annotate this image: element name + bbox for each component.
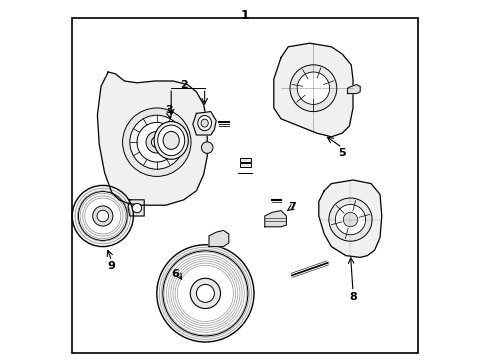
Circle shape bbox=[201, 142, 213, 153]
Circle shape bbox=[72, 185, 133, 247]
Polygon shape bbox=[128, 200, 144, 216]
Circle shape bbox=[137, 122, 176, 162]
Circle shape bbox=[122, 108, 191, 176]
Ellipse shape bbox=[154, 122, 188, 159]
Text: 7: 7 bbox=[288, 202, 295, 212]
Text: 9: 9 bbox=[108, 261, 116, 271]
Ellipse shape bbox=[158, 125, 185, 156]
Circle shape bbox=[290, 65, 337, 112]
FancyBboxPatch shape bbox=[72, 18, 418, 353]
Polygon shape bbox=[209, 230, 229, 247]
Circle shape bbox=[335, 204, 366, 235]
FancyBboxPatch shape bbox=[240, 158, 251, 162]
Text: 8: 8 bbox=[349, 292, 357, 302]
Circle shape bbox=[157, 245, 254, 342]
Text: 1: 1 bbox=[241, 9, 249, 22]
Circle shape bbox=[163, 251, 248, 336]
Circle shape bbox=[343, 212, 358, 227]
Polygon shape bbox=[265, 211, 286, 227]
Polygon shape bbox=[319, 180, 382, 257]
Circle shape bbox=[196, 284, 215, 302]
Circle shape bbox=[190, 278, 220, 309]
Text: 3: 3 bbox=[166, 105, 173, 115]
Ellipse shape bbox=[163, 131, 179, 149]
Circle shape bbox=[297, 72, 330, 104]
Ellipse shape bbox=[201, 119, 208, 127]
Text: 2: 2 bbox=[180, 80, 188, 90]
Text: 6: 6 bbox=[171, 269, 179, 279]
Circle shape bbox=[329, 198, 372, 241]
Circle shape bbox=[151, 137, 162, 148]
Ellipse shape bbox=[198, 116, 212, 131]
Circle shape bbox=[97, 210, 109, 222]
Polygon shape bbox=[274, 43, 353, 137]
Text: 5: 5 bbox=[339, 148, 346, 158]
Polygon shape bbox=[193, 112, 216, 135]
Polygon shape bbox=[347, 85, 360, 94]
Circle shape bbox=[93, 206, 113, 226]
Circle shape bbox=[146, 131, 168, 153]
Polygon shape bbox=[98, 72, 207, 205]
Circle shape bbox=[78, 192, 127, 240]
Circle shape bbox=[132, 203, 142, 213]
Circle shape bbox=[130, 115, 184, 169]
FancyBboxPatch shape bbox=[240, 163, 251, 167]
